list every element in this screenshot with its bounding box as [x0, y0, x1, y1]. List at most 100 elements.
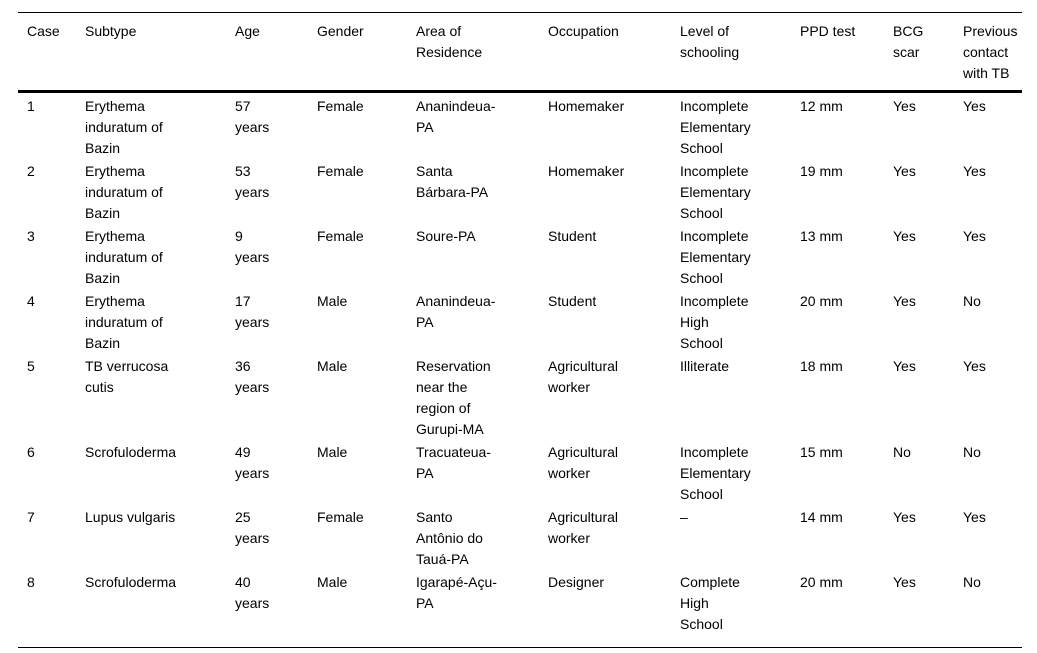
column-header-gender: Gender — [308, 12, 407, 93]
table-cell: Male — [317, 293, 348, 309]
table-cell: Yes — [893, 358, 916, 374]
table-cell: Yes — [893, 574, 916, 590]
table-cell: 19 mm — [800, 163, 843, 179]
table-cell: Complete High School — [680, 574, 740, 632]
table-cell: Reservation near the region of Gurupi-MA — [416, 358, 491, 437]
table-cell: Ananindeua- PA — [416, 98, 496, 135]
table-cell: 12 mm — [800, 98, 843, 114]
table-cell: 53 years — [235, 163, 270, 200]
table-cell: 2 — [27, 163, 35, 179]
table-cell: Tracuateua- PA — [416, 444, 491, 481]
table-cell: Erythema induratum of Bazin — [85, 98, 163, 156]
table-cell: Yes — [963, 228, 986, 244]
table-cell: Yes — [893, 163, 916, 179]
table-row: 1 Erythema induratum of Bazin 57 years Fema… — [18, 92, 1022, 160]
table-row: 6 Scrofuloderma 49 years Male Tracuateua- PA… — [18, 440, 1022, 505]
table-cell: Female — [317, 163, 364, 179]
table-cell: Yes — [963, 509, 986, 525]
table-cell: 15 mm — [800, 444, 843, 460]
table-cell: Santa Bárbara-PA — [416, 163, 489, 200]
table-row: 2 Erythema induratum of Bazin 53 years Fema… — [18, 159, 1022, 224]
table-cell: 7 — [27, 509, 35, 525]
clinical-cases-table: Case Subtype Age Gender Area of Residenc… — [18, 12, 1022, 648]
table-cell: 20 mm — [800, 293, 843, 309]
table-cell: 13 mm — [800, 228, 843, 244]
table-cell: Male — [317, 358, 348, 374]
table-cell: Erythema induratum of Bazin — [85, 163, 163, 221]
column-header-previous-contact-with-tb: Previous contact with TB — [954, 12, 1022, 93]
table-cell: No — [963, 293, 981, 309]
table-cell: No — [963, 444, 981, 460]
table-cell: Female — [317, 228, 364, 244]
table-cell: No — [963, 574, 981, 590]
table-cell: 3 — [27, 228, 35, 244]
table-cell: 49 years — [235, 444, 270, 481]
table-cell: Student — [548, 228, 597, 244]
table-cell: 5 — [27, 358, 35, 374]
table-cell: 20 mm — [800, 574, 843, 590]
table-cell: Male — [317, 574, 348, 590]
table-row: 4 Erythema induratum of Bazin 17 years Male… — [18, 289, 1022, 354]
table-cell: Homemaker — [548, 163, 625, 179]
table-cell: Igarapé-Açu- PA — [416, 574, 497, 611]
table-cell: Erythema induratum of Bazin — [85, 228, 163, 286]
table-cell: Homemaker — [548, 98, 625, 114]
table-cell: 6 — [27, 444, 35, 460]
table-row: 3 Erythema induratum of Bazin 9 years Femal… — [18, 224, 1022, 289]
table-cell: Incomplete Elementary School — [680, 228, 751, 286]
table-cell: 9 years — [235, 228, 270, 265]
table-cell: Yes — [893, 98, 916, 114]
table-cell: 57 years — [235, 98, 270, 135]
table-cell: Incomplete Elementary School — [680, 98, 751, 156]
table-row: 8 Scrofuloderma 40 years Male Igarapé-Açu- P… — [18, 570, 1022, 648]
table-cell: 4 — [27, 293, 35, 309]
column-header-age: Age — [226, 12, 308, 93]
column-header-level-of-schooling: Level of schooling — [671, 12, 791, 93]
column-header-occupation: Occupation — [539, 12, 671, 93]
column-header-case: Case — [18, 12, 76, 93]
table-cell: Incomplete Elementary School — [680, 163, 751, 221]
table-cell: Erythema induratum of Bazin — [85, 293, 163, 351]
table-cell: Santo Antônio do Tauá-PA — [416, 509, 483, 567]
table-cell: Yes — [893, 509, 916, 525]
table-cell: 36 years — [235, 358, 270, 395]
table-cell: Yes — [963, 163, 986, 179]
header-row: Case Subtype Age Gender Area of Residenc… — [18, 12, 1022, 93]
table-cell: Ananindeua- PA — [416, 293, 496, 330]
table-cell: Yes — [893, 293, 916, 309]
table-cell: 18 mm — [800, 358, 843, 374]
table-cell: Yes — [893, 228, 916, 244]
table-cell: Incomplete Elementary School — [680, 444, 751, 502]
table-cell: 8 — [27, 574, 35, 590]
table-body: 1 Erythema induratum of Bazin 57 years Fema… — [18, 92, 1022, 648]
table-cell: Female — [317, 509, 364, 525]
table-cell: TB verrucosa cutis — [85, 358, 169, 395]
table-cell: Agricultural worker — [548, 358, 619, 395]
table-cell: Male — [317, 444, 348, 460]
table-cell: Scrofuloderma — [85, 444, 177, 460]
table-cell: Lupus vulgaris — [85, 509, 176, 525]
table-cell: Yes — [963, 358, 986, 374]
table-cell: Incomplete High School — [680, 293, 749, 351]
table-cell: Yes — [963, 98, 986, 114]
table-cell: Female — [317, 98, 364, 114]
table-cell: Soure-PA — [416, 228, 476, 244]
table-cell: 17 years — [235, 293, 270, 330]
column-header-area-of-residence: Area of Residence — [407, 12, 539, 93]
table-cell: 1 — [27, 98, 35, 114]
table-cell: Designer — [548, 574, 605, 590]
table-cell: Scrofuloderma — [85, 574, 177, 590]
table-cell: Illiterate — [680, 358, 730, 374]
table-cell: Agricultural worker — [548, 444, 619, 481]
table-row: 7 Lupus vulgaris 25 years Female Santo Antôn… — [18, 505, 1022, 570]
table-cell: – — [680, 509, 688, 525]
table-cell: 25 years — [235, 509, 270, 546]
column-header-subtype: Subtype — [76, 12, 226, 93]
table-cell: Student — [548, 293, 597, 309]
table-cell: 40 years — [235, 574, 270, 611]
table-header: Case Subtype Age Gender Area of Residenc… — [18, 12, 1022, 93]
table-cell: 14 mm — [800, 509, 843, 525]
table-row: 5 TB verrucosa cutis 36 years Male Reservati… — [18, 354, 1022, 440]
column-header-bcg-scar: BCG scar — [884, 12, 954, 93]
